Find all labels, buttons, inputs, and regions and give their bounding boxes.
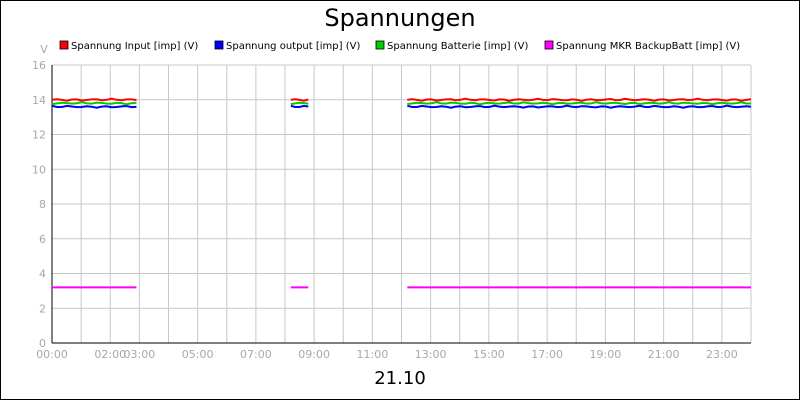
y-tick-label: 4	[39, 268, 46, 281]
x-tick-label: 07:00	[240, 348, 272, 361]
x-tick-label: 15:00	[473, 348, 505, 361]
y-tick-label: 6	[39, 233, 46, 246]
x-tick-label: 21:00	[648, 348, 680, 361]
chart-title: Spannungen	[324, 4, 476, 32]
series-line-1	[51, 97, 137, 102]
y-tick-label: 2	[39, 302, 46, 315]
y-tick-label: 8	[39, 198, 46, 211]
y-tick-label: 14	[32, 94, 46, 107]
legend-swatch-2	[214, 40, 224, 50]
series-line-1	[407, 97, 752, 102]
x-axis-label: 21.10	[374, 368, 426, 389]
series-line-3	[290, 101, 309, 106]
x-tick-label: 19:00	[590, 348, 622, 361]
y-tick-label: 16	[32, 59, 46, 72]
series-line-2	[51, 104, 137, 109]
legend-label-2: Spannung output [imp] (V)	[226, 41, 360, 52]
x-tick-label: 13:00	[415, 348, 447, 361]
x-tick-label: 17:00	[531, 348, 563, 361]
y-tick-label: 12	[32, 129, 46, 142]
series-line-1	[290, 98, 309, 102]
legend-swatch-3	[375, 40, 385, 50]
x-tick-label: 02:00	[94, 348, 126, 361]
y-tick-label: 0	[39, 337, 46, 350]
legend-swatch-1	[59, 40, 69, 50]
x-tick-label: 11:00	[357, 348, 389, 361]
x-tick-label: 05:00	[182, 348, 214, 361]
x-tick-label: 09:00	[298, 348, 330, 361]
legend-label-3: Spannung Batterie [imp] (V)	[387, 41, 528, 52]
y-axis-label: V	[40, 43, 48, 56]
legend-label-4: Spannung MKR BackupBatt [imp] (V)	[556, 41, 740, 52]
series-line-3	[51, 101, 137, 106]
legend-label-1: Spannung Input [imp] (V)	[71, 41, 198, 52]
series-line-2	[407, 104, 752, 109]
legend-swatch-4	[544, 40, 554, 50]
y-tick-label: 10	[32, 163, 46, 176]
series-line-3	[407, 101, 751, 106]
x-tick-label: 00:00	[36, 348, 68, 361]
x-tick-label: 23:00	[706, 348, 738, 361]
series-line-2	[290, 104, 309, 108]
x-tick-label: 03:00	[124, 348, 156, 361]
